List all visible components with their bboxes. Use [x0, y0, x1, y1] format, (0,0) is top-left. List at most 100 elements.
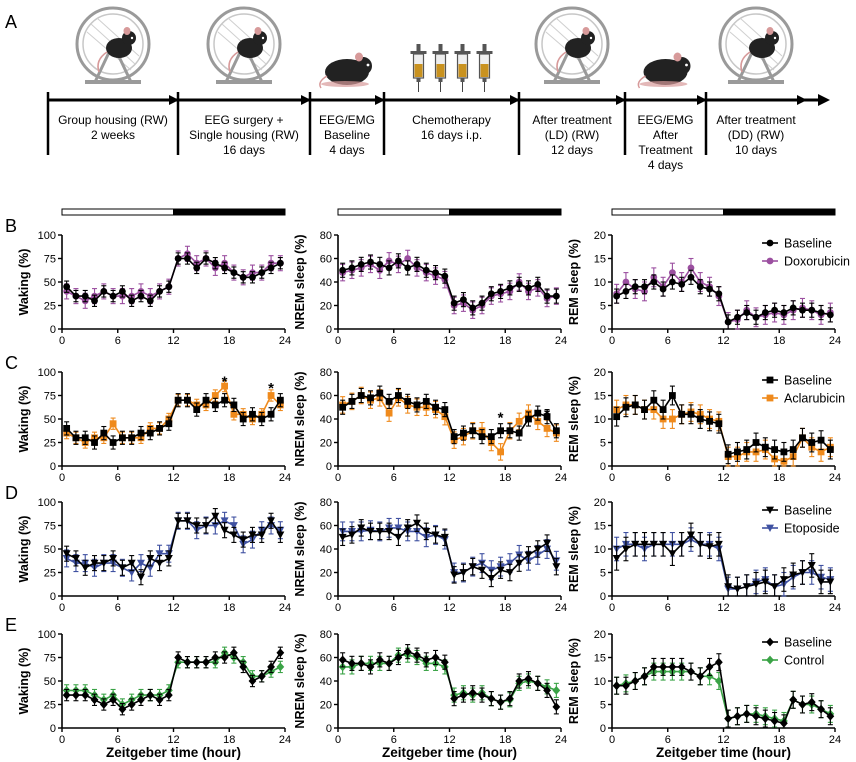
x-tick-label: 6 — [115, 335, 121, 347]
y-axis-label: NREM sleep (%) — [293, 633, 307, 728]
data-point — [496, 697, 505, 707]
data-point — [460, 296, 467, 304]
y-tick-label: 50 — [44, 676, 56, 688]
legend: Baseline Doxorubicin — [762, 237, 850, 269]
data-point — [459, 569, 468, 577]
data-point — [276, 259, 284, 267]
x-tick-label: 18 — [773, 472, 785, 484]
y-tick-label: 60 — [320, 391, 332, 403]
data-point — [385, 658, 394, 668]
y-tick-label: 40 — [320, 277, 332, 289]
x-tick-label: 0 — [59, 335, 65, 347]
x-tick-label: 0 — [335, 602, 341, 614]
data-point — [524, 674, 533, 684]
x-tick-label: 18 — [499, 602, 511, 614]
data-point — [807, 562, 816, 570]
x-tick-label: 6 — [115, 472, 121, 484]
data-point — [146, 690, 155, 700]
data-point — [230, 269, 238, 276]
data-point — [817, 309, 825, 316]
light-phase-bar — [61, 208, 174, 216]
data-point — [752, 711, 760, 721]
plot-panel: 0 25 50 75 100 0 6 12 18 24 Waking (%) Zeitgeber ti… — [17, 629, 291, 760]
y-axis-label: Waking (%) — [17, 648, 31, 715]
stage-label: Treatment — [638, 143, 693, 157]
x-tick-label: 0 — [59, 734, 65, 746]
stage-label: 16 days i.p. — [421, 128, 482, 142]
data-point — [724, 714, 733, 723]
data-point — [81, 690, 90, 700]
x-tick-label: 12 — [717, 472, 729, 484]
y-tick-label: 10 — [594, 414, 606, 426]
data-point — [220, 526, 229, 535]
data-point — [789, 695, 798, 705]
stage-label: Group housing (RW) — [58, 113, 168, 127]
stage-label: (LD) (RW) — [545, 128, 599, 142]
data-point — [211, 392, 219, 399]
y-tick-label: 100 — [38, 230, 56, 242]
stage-label: Baseline — [324, 128, 370, 142]
data-point — [357, 658, 366, 668]
data-point — [687, 273, 695, 281]
timeline-stage: After treatment(DD) (RW)10 days — [704, 6, 807, 157]
data-point — [137, 292, 145, 300]
data-point — [659, 285, 667, 293]
data-point — [404, 255, 412, 262]
data-point — [779, 576, 788, 584]
data-point — [705, 671, 714, 681]
data-point — [497, 448, 505, 456]
data-point — [771, 446, 779, 453]
data-point — [192, 657, 201, 667]
data-point — [146, 297, 154, 305]
data-point — [357, 524, 366, 532]
data-point — [826, 578, 835, 586]
series-baseline — [62, 508, 285, 586]
legend: Baseline Etoposide — [762, 504, 840, 536]
data-point — [367, 258, 374, 266]
data-point — [276, 531, 285, 539]
x-tick-label: 12 — [443, 602, 455, 614]
data-point — [90, 559, 99, 568]
series-baseline — [612, 653, 835, 729]
data-point — [394, 653, 403, 662]
data-point — [385, 409, 393, 417]
data-point — [174, 517, 183, 525]
data-point — [780, 448, 788, 456]
x-tick-label: 0 — [609, 472, 615, 484]
data-point — [422, 266, 430, 274]
data-point — [659, 662, 668, 672]
data-point — [478, 566, 487, 575]
data-point — [376, 260, 384, 268]
x-axis-label: Zeitgeber time (hour) — [656, 745, 791, 760]
data-point — [534, 417, 542, 425]
x-tick-label: 6 — [115, 734, 121, 746]
x-tick-label: 6 — [665, 472, 671, 484]
data-point — [612, 555, 621, 563]
data-point — [715, 420, 723, 428]
data-point — [63, 283, 71, 291]
y-axis-label: Waking (%) — [17, 386, 31, 453]
y-tick-label: 5 — [600, 438, 606, 450]
data-point — [385, 397, 393, 405]
x-tick-label: 24 — [829, 602, 841, 614]
data-point — [789, 446, 797, 453]
y-axis-label: REM sleep (%) — [567, 638, 581, 724]
running-wheel-mouse-icon — [718, 6, 794, 84]
plot-panel: 0 20 40 60 80 0 6 12 18 24 NREM sleep (%) Zeitgeber… — [293, 629, 567, 760]
plot-panel: 0 5 10 15 20 0 6 12 18 24 REM sleep (%) — [567, 367, 841, 484]
data-point — [118, 704, 127, 714]
data-point — [440, 657, 449, 667]
data-point — [72, 690, 80, 700]
x-tick-label: 24 — [829, 472, 841, 484]
y-axis-label: NREM sleep (%) — [293, 371, 307, 466]
significance-star: * — [268, 380, 274, 397]
timeline-stage: EEG surgery +Single housing (RW)16 days — [176, 6, 311, 157]
data-point — [441, 406, 449, 413]
data-point — [128, 297, 136, 305]
y-tick-label: 80 — [320, 230, 332, 242]
panel-letter: C — [5, 353, 18, 373]
x-tick-label: 0 — [609, 602, 615, 614]
data-point — [118, 564, 127, 572]
y-tick-label: 20 — [320, 438, 332, 450]
